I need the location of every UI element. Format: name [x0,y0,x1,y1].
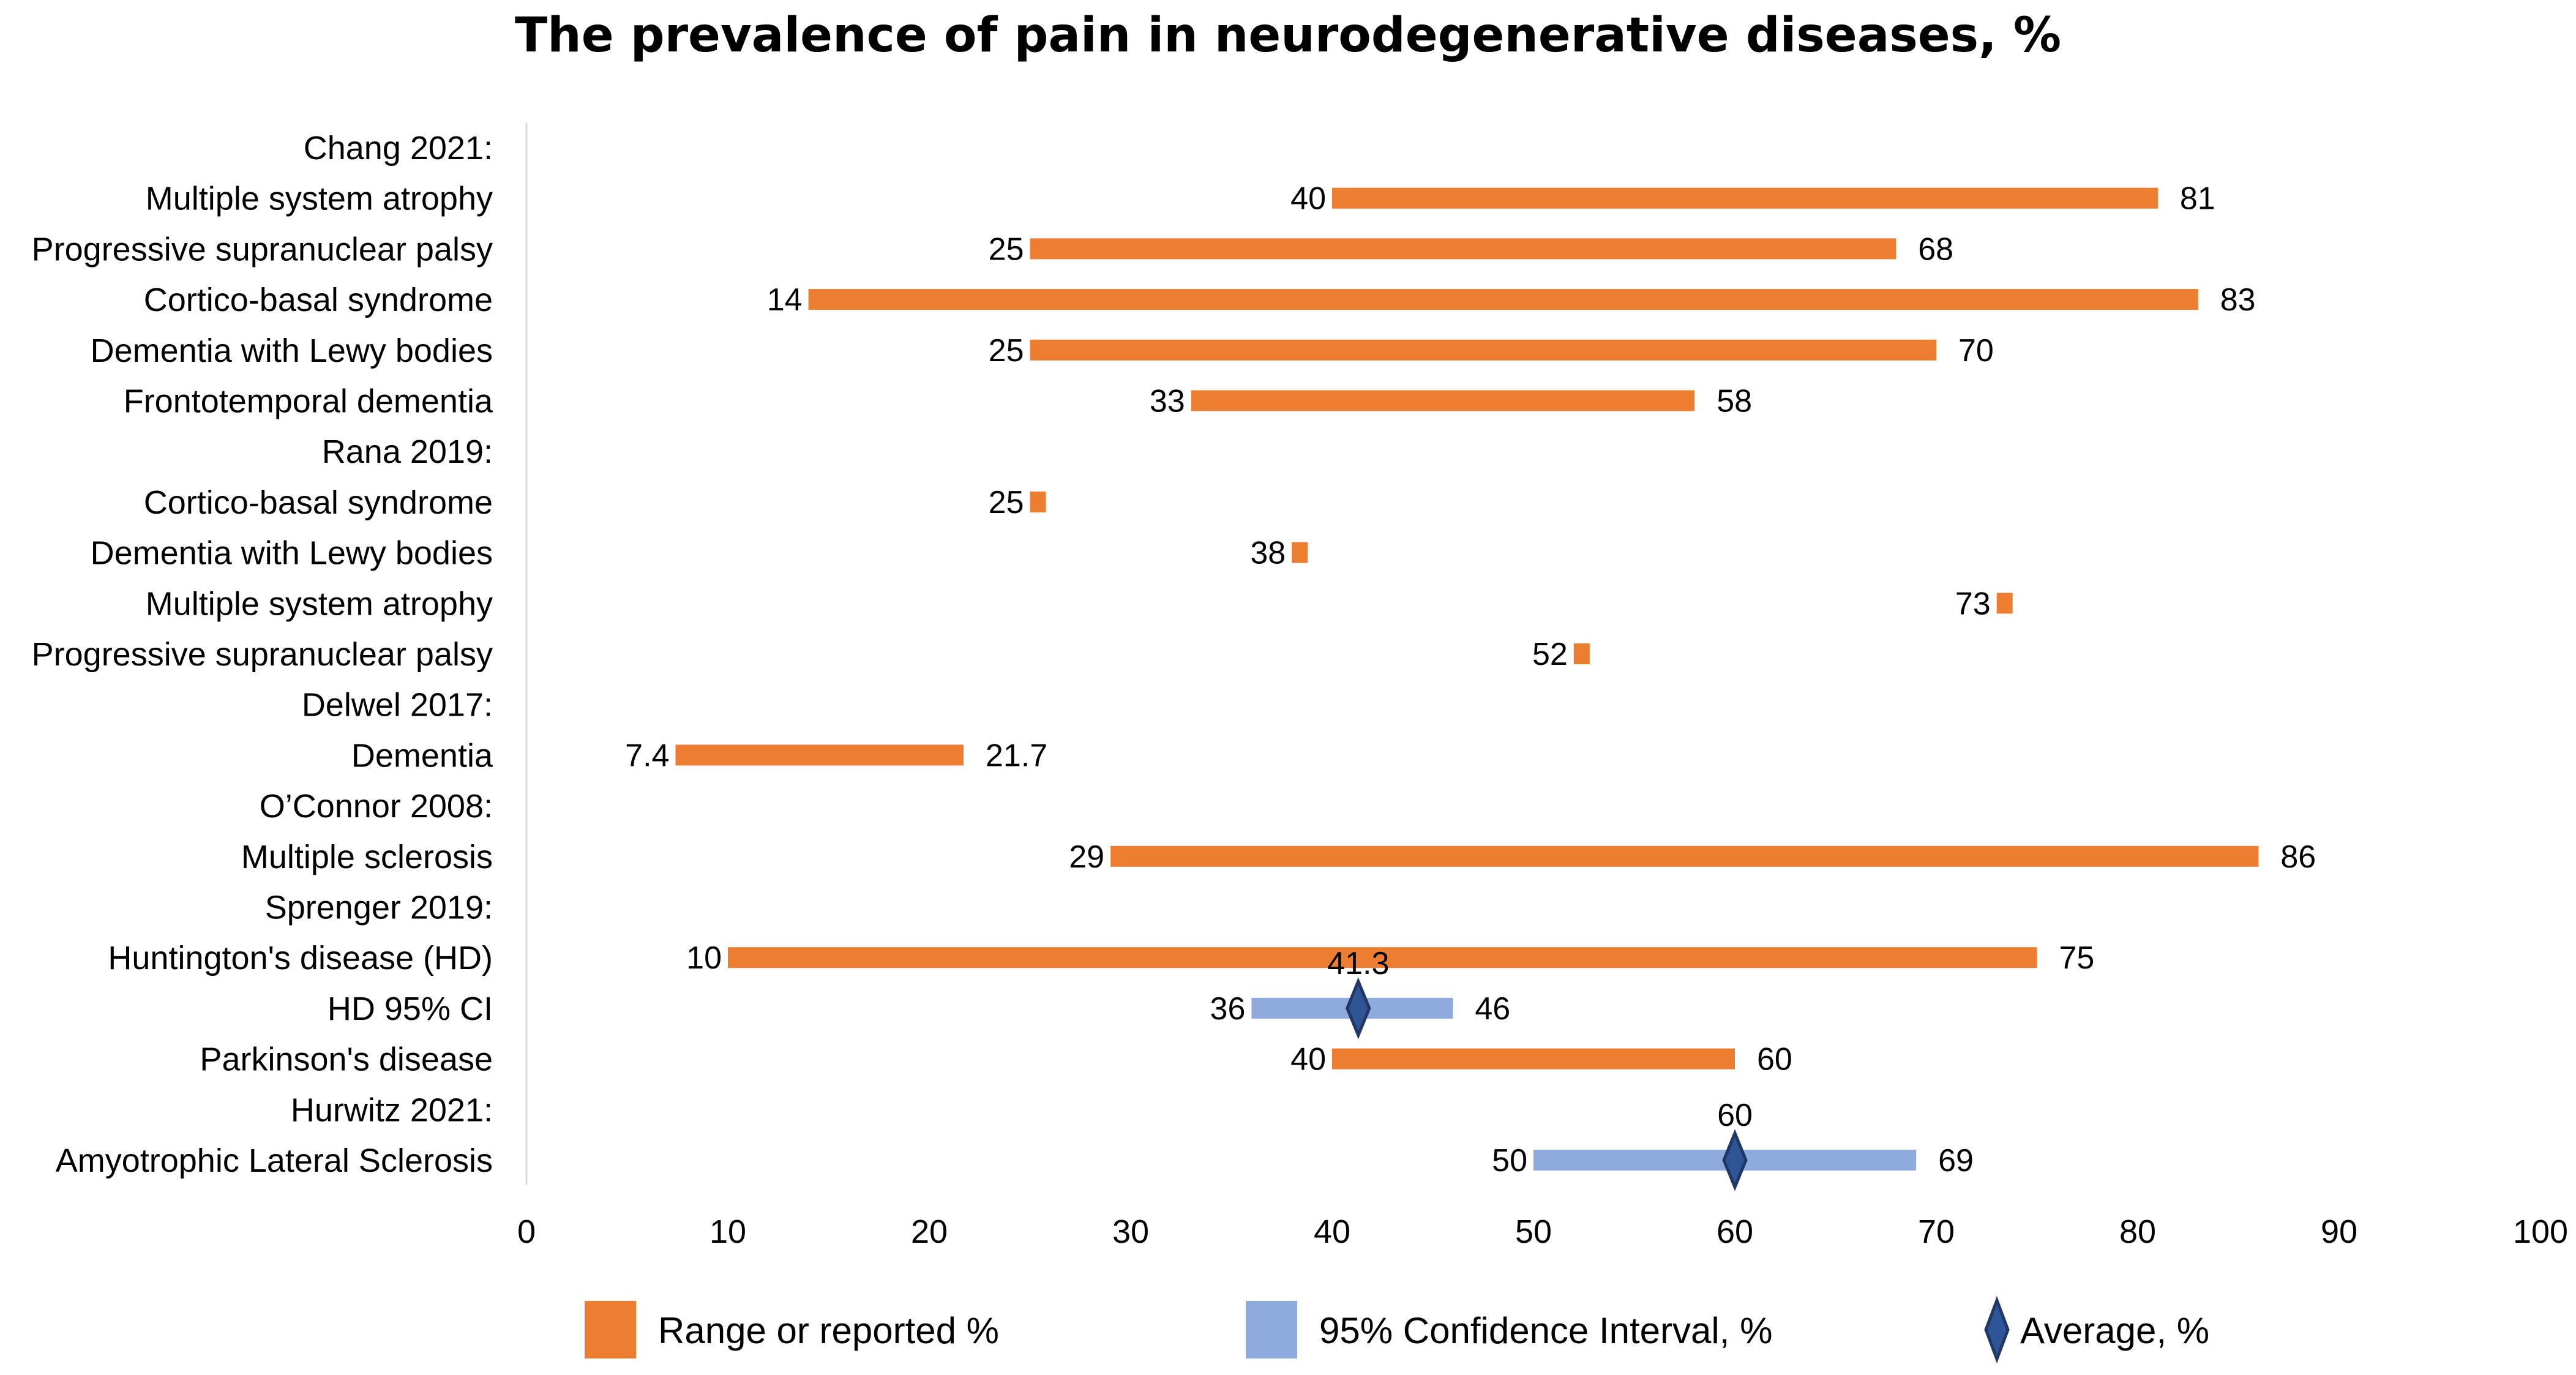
x-tick-label: 30 [1112,1213,1149,1250]
x-tick-label: 80 [2119,1213,2156,1250]
high-value-label: 60 [1757,1042,1792,1077]
category-label: Multiple system atrophy [146,181,493,217]
high-value-label: 83 [2220,282,2256,318]
low-value-label: 40 [1290,181,1326,217]
range-bar [728,947,2037,968]
x-tick-label: 60 [1717,1213,1753,1250]
x-tick-label: 100 [2513,1213,2568,1250]
x-tick-label: 90 [2321,1213,2357,1250]
x-tick-label: 70 [1918,1213,1955,1250]
ci-high-label: 69 [1938,1143,1974,1178]
category-label: Dementia with Lewy bodies [91,535,493,572]
high-value-label: 21.7 [986,738,1047,773]
low-value-label: 33 [1150,384,1185,419]
category-label: Dementia with Lewy bodies [91,332,493,369]
bars [675,187,2259,1191]
point-marker [1030,491,1046,512]
x-axis-ticks: 0 10 20 30 40 50 60 70 80 90 100 [517,1213,2568,1250]
range-bar [808,289,2198,310]
point-value-label: 38 [1250,536,1286,571]
study-header-label: Hurwitz 2021: [291,1092,493,1128]
category-label: Amyotrophic Lateral Sclerosis [56,1142,493,1179]
point-marker [1996,593,2013,614]
category-label: Multiple sclerosis [241,839,493,875]
high-value-label: 81 [2180,181,2215,217]
x-tick-label: 40 [1314,1213,1350,1250]
range-bar [1332,187,2158,209]
legend-label: Average, % [2020,1310,2209,1351]
low-value-label: 40 [1290,1042,1326,1077]
category-label: Frontotemporal dementia [124,383,493,420]
x-tick-label: 50 [1515,1213,1552,1250]
study-header-label: Rana 2019: [322,433,493,470]
average-marker-17 [1346,977,1371,1040]
legend: Range or reported % 95% Confidence Interv… [585,1295,2209,1364]
x-tick-label: 20 [911,1213,948,1250]
category-label: Progressive supranuclear palsy [32,636,493,673]
x-tick-label: 10 [710,1213,746,1250]
point-marker [1573,643,1590,664]
study-header-label: Delwel 2017: [302,687,493,724]
average-value-label: 60 [1717,1098,1753,1133]
legend-swatch-average [1984,1295,2010,1364]
low-value-label: 29 [1069,839,1104,875]
data-labels: 40 81 25 68 14 83 25 70 33 58 25 38 73 52 7.4 21.7 29 86 1… [625,181,2316,1178]
study-header-label: Sprenger 2019: [265,890,493,926]
category-label: Parkinson's disease [200,1041,493,1078]
legend-swatch-ci [1246,1301,1297,1358]
ci-low-label: 36 [1210,991,1246,1027]
ci-high-label: 46 [1475,991,1510,1027]
chart-title: The prevalence of pain in neurodegenerat… [515,8,2061,63]
category-label: Multiple system atrophy [146,585,493,622]
range-bar [1191,390,1695,411]
high-value-label: 70 [1958,333,1994,369]
range-bar [1030,238,1896,260]
average-value-label: 41.3 [1327,946,1389,981]
low-value-label: 7.4 [625,738,669,773]
low-value-label: 10 [686,940,722,976]
ci-low-label: 50 [1492,1143,1527,1178]
study-header-label: O’Connor 2008: [260,788,493,825]
low-value-label: 25 [989,231,1024,267]
category-label: Progressive supranuclear palsy [32,231,493,268]
legend-label: 95% Confidence Interval, % [1319,1310,1772,1351]
range-bar [1110,845,2259,867]
high-value-label: 86 [2280,839,2316,875]
category-label: Cortico-basal syndrome [144,282,493,318]
low-value-label: 25 [989,333,1024,369]
high-value-label: 75 [2059,940,2095,976]
category-labels: Chang 2021: Multiple system atrophy Progre… [32,130,493,1179]
high-value-label: 68 [1918,231,1953,267]
legend-label: Range or reported % [658,1310,999,1351]
category-label: HD 95% CI [328,991,493,1027]
high-value-label: 58 [1717,384,1752,419]
category-label: Cortico-basal syndrome [144,484,493,521]
range-bar [1332,1048,1735,1070]
legend-swatch-range [585,1301,636,1358]
low-value-label: 14 [767,282,803,318]
point-value-label: 73 [1955,586,1991,621]
point-value-label: 25 [989,485,1024,520]
study-header-label: Chang 2021: [304,130,493,167]
range-bar [1030,339,1936,361]
average-marker-20 [1722,1129,1748,1191]
x-tick-label: 0 [517,1213,536,1250]
category-label: Huntington's disease (HD) [108,940,493,976]
range-bar [675,744,964,766]
category-label: Dementia [351,737,493,774]
point-marker [1292,542,1308,563]
point-value-label: 52 [1532,637,1568,672]
